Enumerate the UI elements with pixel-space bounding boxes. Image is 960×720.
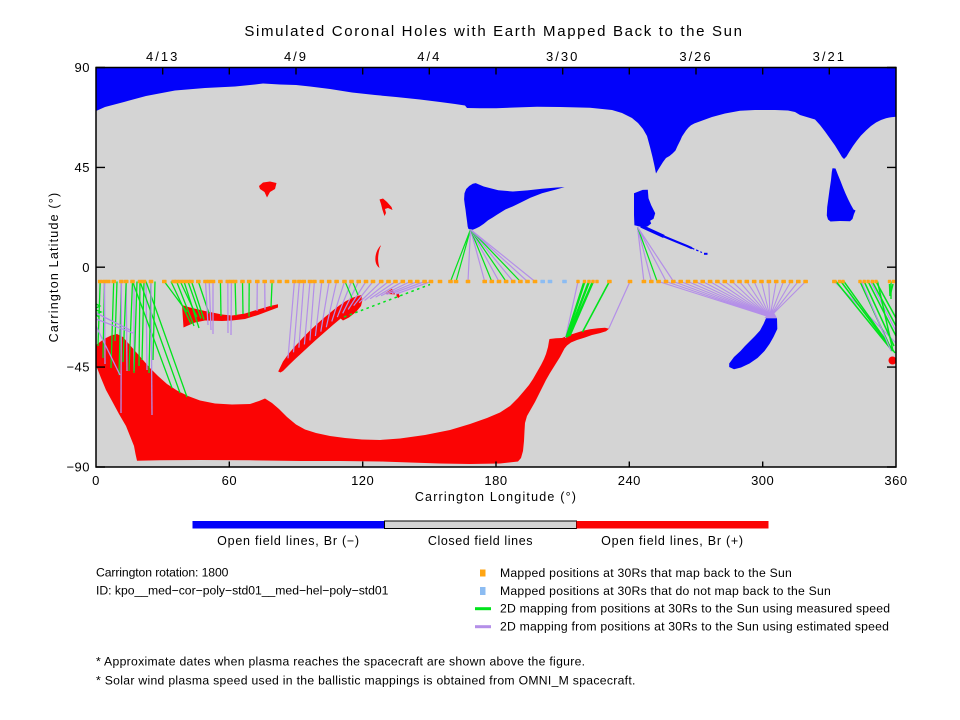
- svg-text:Mapped positions at 30Rs that: Mapped positions at 30Rs that do not map…: [500, 584, 831, 598]
- svg-text:−90: −90: [66, 460, 90, 475]
- svg-text:4/9: 4/9: [284, 49, 308, 64]
- svg-text:2D mapping from positions at 3: 2D mapping from positions at 30Rs to the…: [500, 602, 890, 616]
- svg-text:Closed field lines: Closed field lines: [428, 534, 533, 548]
- svg-text:4/4: 4/4: [417, 49, 441, 64]
- svg-text:ID: kpo__med−cor−poly−std01__m: ID: kpo__med−cor−poly−std01__med−hel−pol…: [96, 584, 389, 598]
- svg-text:300: 300: [751, 473, 774, 488]
- svg-text:Carrington Latitude (°): Carrington Latitude (°): [47, 192, 61, 343]
- svg-text:Carrington Longitude (°): Carrington Longitude (°): [415, 490, 577, 504]
- svg-text:Open field lines, Br (−): Open field lines, Br (−): [217, 534, 360, 548]
- svg-text:60: 60: [222, 473, 237, 488]
- svg-text:0: 0: [92, 473, 100, 488]
- svg-text:45: 45: [75, 160, 90, 175]
- svg-text:360: 360: [884, 473, 907, 488]
- svg-text:2D mapping from positions at 3: 2D mapping from positions at 30Rs to the…: [500, 619, 889, 633]
- svg-text:3/30: 3/30: [546, 49, 579, 64]
- svg-text:Open field lines, Br (+): Open field lines, Br (+): [601, 534, 744, 548]
- svg-text:Simulated Coronal Holes with E: Simulated Coronal Holes with Earth Mappe…: [244, 23, 743, 40]
- svg-text:180: 180: [484, 473, 507, 488]
- svg-text:0: 0: [82, 260, 90, 275]
- svg-text:Mapped positions at 30Rs that: Mapped positions at 30Rs that map back t…: [500, 566, 792, 580]
- svg-text:90: 90: [75, 60, 90, 75]
- svg-text:Carrington rotation: 1800: Carrington rotation: 1800: [96, 566, 229, 580]
- svg-text:* Approximate dates when plasm: * Approximate dates when plasma reaches …: [96, 655, 585, 669]
- svg-text:3/26: 3/26: [679, 49, 712, 64]
- svg-text:4/13: 4/13: [146, 49, 179, 64]
- svg-text:−45: −45: [66, 360, 90, 375]
- svg-text:240: 240: [618, 473, 641, 488]
- svg-text:3/21: 3/21: [813, 49, 846, 64]
- svg-text:* Solar wind plasma speed used: * Solar wind plasma speed used in the ba…: [96, 674, 636, 688]
- svg-text:120: 120: [351, 473, 374, 488]
